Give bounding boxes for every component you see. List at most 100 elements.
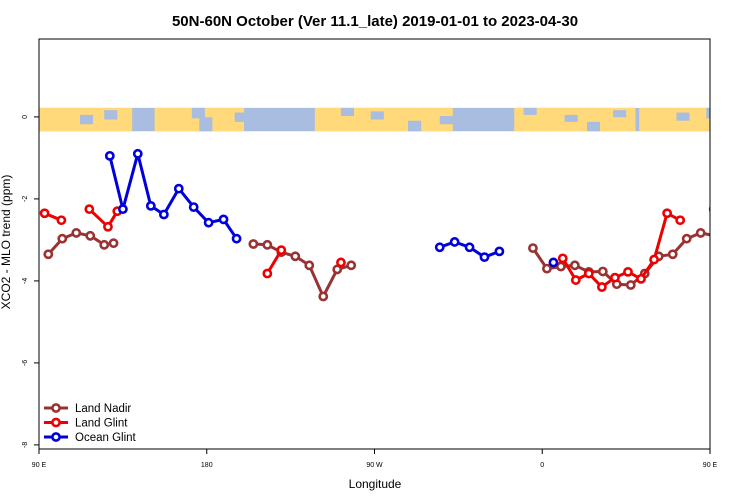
land-glint-point xyxy=(636,273,646,284)
legend-ocean-glint-marker xyxy=(51,432,61,442)
land-nadir-point xyxy=(542,263,552,274)
series-layer xyxy=(39,148,750,302)
land-nadir-point xyxy=(528,243,538,253)
y-tick-label: 0 xyxy=(22,115,29,119)
map-ocean-inlet xyxy=(564,114,578,122)
land-nadir-point xyxy=(290,251,301,262)
land-nadir-point xyxy=(85,230,96,241)
y-tick-label: -2 xyxy=(22,196,29,202)
legend-ocean-glint-label: Ocean Glint xyxy=(75,432,137,444)
map-ocean-inlet xyxy=(729,120,742,129)
land-glint-point xyxy=(708,205,710,213)
land-glint-point xyxy=(262,268,273,279)
map-ocean-inlet xyxy=(191,107,205,119)
ocean-glint-line xyxy=(734,154,750,215)
land-glint-point xyxy=(729,223,736,230)
map-ocean-inlet xyxy=(523,107,537,115)
y-tick-label: -4 xyxy=(22,278,29,284)
y-tick-label: -6 xyxy=(22,360,29,366)
land-nadir-point xyxy=(709,234,710,238)
land-glint-point xyxy=(596,282,607,292)
map-ocean-inlet xyxy=(370,111,384,120)
land-glint-point xyxy=(570,275,581,285)
map-ocean-inlet xyxy=(586,121,601,132)
land-nadir-point xyxy=(695,228,706,238)
land-nadir-point xyxy=(248,239,259,249)
y-axis-ticks: 0 -2 -4 -6 -8 xyxy=(22,115,39,448)
land-glint-point xyxy=(610,272,620,283)
map-land xyxy=(154,107,245,132)
land-glint-point xyxy=(56,215,67,226)
land-nadir-point xyxy=(332,264,343,275)
ocean-glint-point xyxy=(731,152,738,159)
map-ocean-inlet xyxy=(199,117,213,132)
land-nadir-point xyxy=(667,249,678,260)
plot-frame xyxy=(38,38,711,450)
land-nadir-point xyxy=(57,233,68,244)
x-axis-label: Longitude xyxy=(349,477,402,491)
map-ocean-inlet xyxy=(234,112,248,122)
land-glint-point xyxy=(623,266,633,277)
ocean-glint-point xyxy=(494,246,505,257)
land-glint-point xyxy=(738,208,745,215)
land-glint-point xyxy=(336,257,346,268)
land-nadir-point xyxy=(569,260,580,271)
ocean-glint-point xyxy=(434,242,445,253)
land-glint-point xyxy=(276,245,287,256)
map-ocean-inlet xyxy=(104,110,118,120)
x-tick-label: 90 E xyxy=(703,462,718,469)
map-ocean-inlet xyxy=(706,107,710,119)
legend-land-nadir-label: Land Nadir xyxy=(75,403,131,415)
map-ocean-inlet xyxy=(408,120,422,132)
ocean-glint-point xyxy=(158,209,169,220)
ocean-glint-point xyxy=(449,237,460,247)
land-glint-line xyxy=(714,209,742,227)
land-nadir-point xyxy=(318,291,329,302)
land-nadir-point xyxy=(681,233,692,244)
ocean-glint-point xyxy=(188,202,199,212)
x-tick-label: 180 xyxy=(201,462,213,469)
land-nadir-point xyxy=(734,240,741,247)
ocean-glint-point xyxy=(203,217,214,228)
land-nadir-point xyxy=(597,266,608,277)
ocean-glint-point xyxy=(104,150,115,161)
land-glint-line xyxy=(561,211,681,289)
chart-title: 50N-60N October (Ver 11.1_late) 2019-01-… xyxy=(172,13,578,30)
land-nadir-point xyxy=(43,249,54,260)
land-glint-point xyxy=(649,254,659,265)
map-ocean-inlet xyxy=(439,116,453,125)
ocean-glint-line xyxy=(108,152,238,240)
y-axis-label: XCO2 - MLO trend (ppm) xyxy=(0,175,13,310)
land-nadir-point xyxy=(555,261,566,272)
map-ocean-inlet xyxy=(340,107,354,117)
x-tick-label: 90 E xyxy=(32,462,47,469)
ocean-glint-point xyxy=(173,183,184,194)
land-glint-point xyxy=(662,208,673,219)
ocean-glint-point xyxy=(744,206,750,213)
land-nadir-point xyxy=(262,239,273,250)
land-glint-point xyxy=(675,215,686,226)
ocean-glint-point xyxy=(479,252,490,263)
legend-land-glint-label: Land Glint xyxy=(75,418,128,430)
x-axis-ticks: 90 E 180 90 W 0 90 E xyxy=(32,449,718,469)
land-glint-point xyxy=(39,208,50,219)
y-tick-label: -8 xyxy=(22,442,29,448)
ocean-glint-point xyxy=(548,257,559,268)
map-ocean-inlet xyxy=(676,112,690,121)
land-nadir-point xyxy=(304,260,315,271)
legend-land-nadir-marker xyxy=(51,403,61,413)
land-nadir-point xyxy=(99,239,110,250)
ocean-glint-point xyxy=(231,233,242,244)
map-ocean-inlet xyxy=(80,114,94,125)
map-ocean-inlet xyxy=(613,110,627,118)
legend: Land Nadir Land Glint Ocean Glint xyxy=(44,403,137,444)
land-nadir-point xyxy=(625,280,636,290)
land-glint-point xyxy=(103,221,113,232)
legend-land-glint-marker xyxy=(51,417,61,428)
land-glint-point xyxy=(583,268,594,279)
ocean-glint-point xyxy=(464,242,475,253)
map-land xyxy=(639,107,710,132)
ocean-glint-point xyxy=(132,148,143,159)
x-tick-label: 90 W xyxy=(366,462,383,469)
